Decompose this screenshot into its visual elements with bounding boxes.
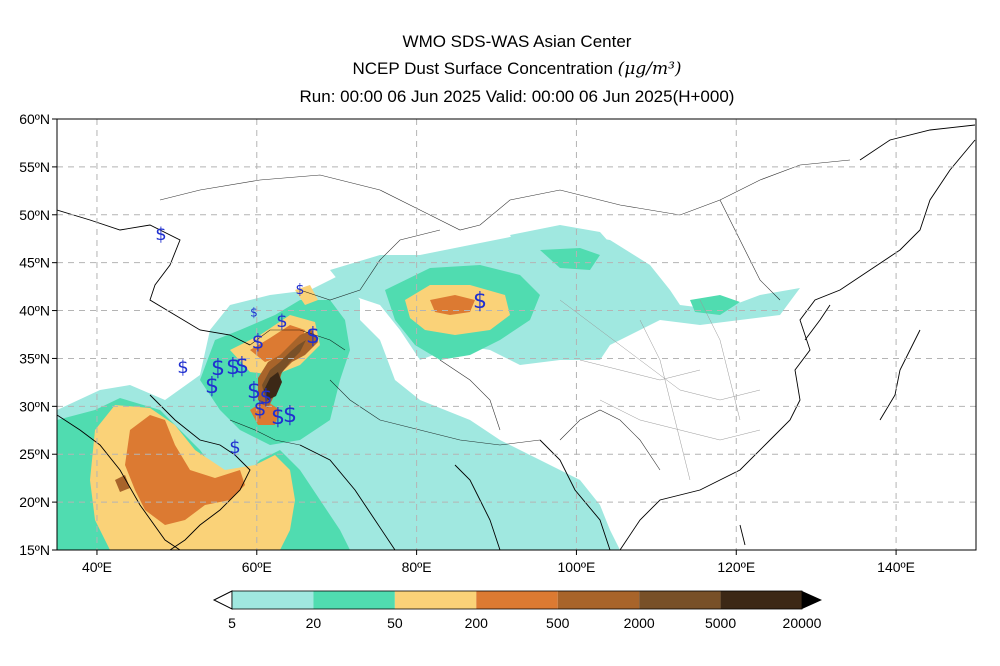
dust-symbol: $ xyxy=(229,437,240,458)
map-area: $$$$ $$$$$$$$$$$$$$ xyxy=(57,119,976,550)
lon-label: 40ºE xyxy=(82,559,112,575)
colorbar-label: 200 xyxy=(465,615,489,631)
colorbar-label: 20 xyxy=(306,615,322,631)
lat-label: 20ºN xyxy=(19,494,50,510)
lat-label: 25ºN xyxy=(19,446,50,462)
lon-label: 100ºE xyxy=(558,559,596,575)
title-unit: (μg/m³) xyxy=(617,59,682,79)
colorbar-under-arrow xyxy=(212,590,233,610)
colorbar-over-arrow xyxy=(802,591,822,609)
lat-label: 45ºN xyxy=(19,255,50,271)
colorbar-label: 500 xyxy=(546,615,570,631)
dust-symbol: $ xyxy=(276,311,287,332)
dust-symbol: $ xyxy=(254,397,267,421)
title-line-2: NCEP Dust Surface Concentration (μg/m³) xyxy=(0,58,1000,80)
dust-symbol: $ xyxy=(235,354,249,379)
dust-symbol: $ xyxy=(177,357,188,378)
colorbar-label: 5000 xyxy=(705,615,736,631)
latitude-ticks: 60ºN 55ºN 50ºN 45ºN 40ºN 35ºN 30ºN 25ºN 20ºN 15ºN xyxy=(19,111,57,558)
country-borders xyxy=(159,159,851,471)
dust-symbol: $ xyxy=(306,324,320,349)
colorbar-label: 50 xyxy=(387,615,403,631)
colorbar-swatch xyxy=(232,591,314,609)
dust-symbol: $ xyxy=(211,356,225,381)
province-borders xyxy=(559,299,761,481)
dust-symbol: $ xyxy=(283,403,297,428)
longitude-ticks: 40ºE 60ºE 80ºE 100ºE 120ºE 140ºE xyxy=(82,550,915,575)
title-line-1: WMO SDS-WAS Asian Center xyxy=(402,32,632,51)
colorbar-label: 2000 xyxy=(624,615,655,631)
lat-label: 40ºN xyxy=(19,303,50,319)
colorbar-swatch xyxy=(313,591,395,609)
title-line-3: Run: 00:00 06 Jun 2025 Valid: 00:00 06 J… xyxy=(299,87,735,106)
map-frame xyxy=(56,118,977,551)
colorbar-label: 20000 xyxy=(783,615,822,631)
lat-label: 60ºN xyxy=(19,111,50,127)
dust-symbol: $ xyxy=(296,282,305,298)
lon-label: 120ºE xyxy=(717,559,755,575)
lon-label: 60ºE xyxy=(242,559,272,575)
dust-symbol: $ xyxy=(252,330,265,354)
colorbar-swatch xyxy=(557,591,640,609)
colorbar: 5 20 50 200 500 2000 5000 20000 xyxy=(212,590,822,631)
lon-label: 80ºE xyxy=(402,559,432,575)
lat-label: 35ºN xyxy=(19,350,50,366)
gridlines xyxy=(57,119,976,550)
dust-symbol: $ xyxy=(205,374,219,399)
colorbar-swatch xyxy=(639,591,721,609)
dust-symbol: $ xyxy=(473,289,487,314)
colorbar-swatch xyxy=(394,591,477,609)
lat-label: 55ºN xyxy=(19,159,50,175)
colorbar-swatch xyxy=(476,591,558,609)
dust-symbol: $ xyxy=(226,355,240,380)
dust-symbol: $ xyxy=(247,379,261,404)
lat-label: 50ºN xyxy=(19,207,50,223)
title-product: NCEP Dust Surface Concentration xyxy=(352,59,618,78)
dust-symbol: $ xyxy=(155,224,166,245)
dust-symbol: $ xyxy=(260,385,273,409)
lat-label: 15ºN xyxy=(19,542,50,558)
dust-symbol: $ xyxy=(271,405,285,430)
colorbar-frame xyxy=(231,590,803,610)
dust-observation-symbols: $$$$ $$$$$$$$$$$$$$ xyxy=(155,224,487,458)
dust-symbol: $ xyxy=(250,306,258,320)
lon-label: 140ºE xyxy=(877,559,915,575)
colorbar-label: 5 xyxy=(228,615,236,631)
colorbar-swatch xyxy=(720,591,802,609)
lat-label: 30ºN xyxy=(19,398,50,414)
coastlines xyxy=(57,124,976,550)
dust-field-5000-20000 xyxy=(264,372,282,400)
